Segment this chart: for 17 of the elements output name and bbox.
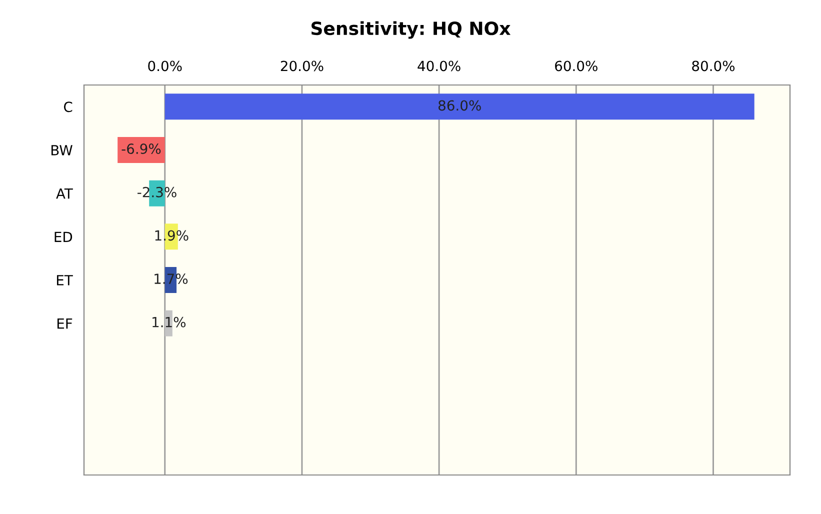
x-tick-label: 60.0%: [555, 60, 598, 72]
y-tick-label: C: [64, 102, 72, 112]
x-tick-label: 40.0%: [418, 60, 460, 72]
bar: [118, 137, 165, 163]
y-tick-label: ET: [56, 275, 73, 286]
y-tick-label: AT: [56, 188, 73, 199]
x-tick-label: 0.0%: [148, 60, 182, 72]
y-tick-label: BW: [51, 145, 72, 156]
x-tick-label: 20.0%: [280, 60, 324, 72]
data-label: -6.9%: [122, 144, 161, 154]
data-label: 86.0%: [438, 100, 481, 111]
bar: [164, 94, 754, 120]
chart-title: Sensitivity: HQ NOx: [312, 21, 511, 39]
y-tick-label: ED: [54, 232, 72, 242]
data-label: 1.1%: [152, 316, 186, 328]
x-tick-label: 80.0%: [692, 60, 735, 72]
y-tick-label: EF: [57, 318, 72, 329]
